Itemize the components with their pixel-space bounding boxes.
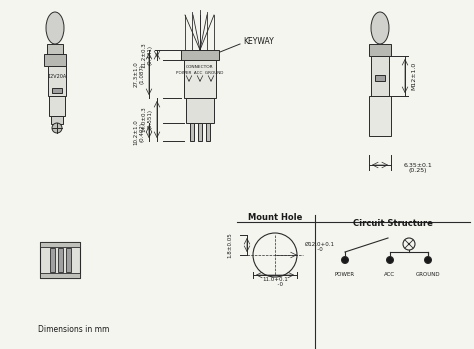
Bar: [371, 56, 389, 96]
Circle shape: [341, 257, 348, 263]
Text: 6.35±0.1
(0.25): 6.35±0.1 (0.25): [404, 163, 432, 173]
Text: 27.3±1.0
(1.087): 27.3±1.0 (1.087): [134, 61, 145, 87]
Bar: [51, 116, 63, 124]
Bar: [40, 242, 80, 247]
Bar: [50, 248, 55, 272]
Circle shape: [425, 257, 431, 263]
Text: 10.2±1.0
(0.402): 10.2±1.0 (0.402): [134, 119, 145, 145]
Text: 11.2±0.3
(0.441): 11.2±0.3 (0.441): [142, 42, 153, 68]
Bar: [181, 50, 219, 60]
Bar: [66, 248, 71, 272]
Text: KEYWAY: KEYWAY: [243, 37, 274, 46]
Text: GROUND: GROUND: [416, 273, 440, 277]
Bar: [198, 123, 202, 141]
Bar: [44, 54, 66, 66]
Bar: [52, 88, 62, 93]
Bar: [369, 44, 391, 56]
Bar: [47, 44, 63, 54]
Circle shape: [386, 257, 393, 263]
Text: Dimensions in mm: Dimensions in mm: [38, 326, 109, 334]
Bar: [375, 75, 385, 81]
Bar: [48, 66, 66, 96]
Text: 12V20A: 12V20A: [47, 74, 67, 79]
Text: Mount Hole: Mount Hole: [248, 214, 302, 223]
Bar: [58, 248, 63, 272]
Text: POWER: POWER: [335, 273, 355, 277]
Circle shape: [52, 123, 62, 133]
Circle shape: [408, 243, 410, 245]
Text: 1.8±0.05: 1.8±0.05: [228, 232, 233, 258]
Bar: [369, 96, 391, 136]
Ellipse shape: [46, 12, 64, 44]
Bar: [190, 123, 194, 141]
Bar: [186, 98, 214, 123]
Bar: [40, 273, 80, 278]
Ellipse shape: [371, 12, 389, 44]
Bar: [49, 96, 65, 116]
Text: 11.0+0.1
      -0: 11.0+0.1 -0: [262, 277, 288, 287]
Bar: [40, 242, 80, 278]
Text: POWER  ACC  GROUND: POWER ACC GROUND: [176, 71, 224, 75]
Text: Ø12.0+0.1
       -0: Ø12.0+0.1 -0: [305, 242, 335, 252]
Text: Circuit Structure: Circuit Structure: [353, 220, 433, 229]
Text: CONNECTOR: CONNECTOR: [186, 65, 214, 69]
Bar: [184, 60, 216, 98]
Bar: [206, 123, 210, 141]
Text: 14.0±0.3
(0.551): 14.0±0.3 (0.551): [142, 106, 153, 132]
Text: M12±1.0: M12±1.0: [411, 62, 417, 90]
Text: ACC: ACC: [384, 273, 396, 277]
